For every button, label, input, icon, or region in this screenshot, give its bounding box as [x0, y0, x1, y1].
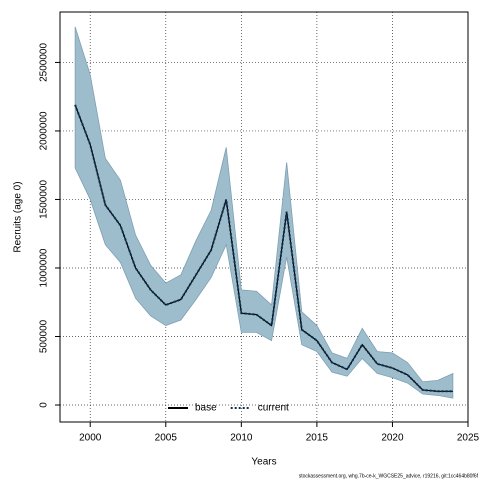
x-tick-label: 2020	[381, 433, 404, 444]
series-line	[74, 104, 453, 393]
x-axis-label: Years	[251, 457, 276, 468]
x-tick-label: 2000	[79, 433, 102, 444]
confidence-band	[74, 26, 454, 399]
plot-frame	[59, 11, 469, 423]
x-tick-label: 2005	[155, 433, 178, 444]
x-tick-label: 2025	[457, 433, 480, 444]
y-tick-label: 0	[39, 402, 50, 408]
y-tick-label: 500000	[39, 319, 50, 353]
y-tick-label: 1500000	[39, 180, 50, 219]
x-tick-label: 2010	[230, 433, 253, 444]
footer: stockassessment.org, whg.7b-ce-k_WGCSE25…	[299, 473, 479, 479]
legend-label: current	[258, 403, 289, 414]
y-tick-label: 1000000	[39, 248, 50, 287]
legend-label: base	[195, 403, 217, 414]
y-tick-label: 2500000	[39, 43, 50, 82]
y-axis-label: Recruits (age 0)	[13, 181, 24, 252]
y-tick-label: 2000000	[39, 111, 50, 150]
x-tick-label: 2015	[306, 433, 329, 444]
